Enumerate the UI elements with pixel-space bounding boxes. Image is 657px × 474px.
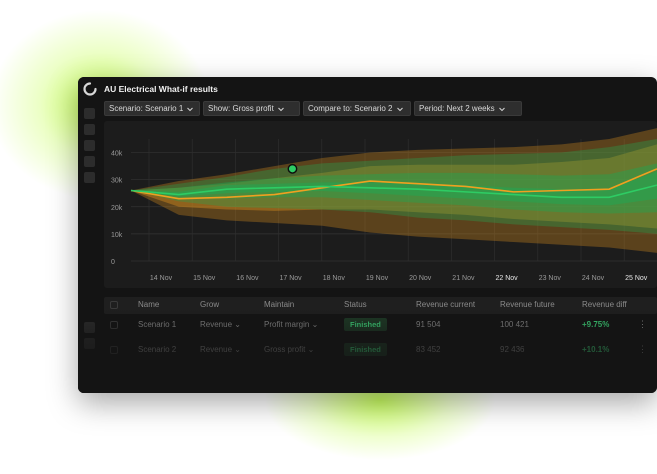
toolbar: Scenario: Scenario 1 Show: Gross profit …: [104, 101, 522, 116]
forecast-chart-panel: 0 10k 20k 30k 40k 14 Nov 15 Nov 16 Nov 17 Nov 18 …: [104, 121, 657, 288]
sidebar-icon-4[interactable]: [84, 156, 95, 167]
cell-revenue-future: 92 436: [500, 345, 525, 354]
page-title: AU Electrical What-if results: [104, 84, 218, 94]
sidebar-icon-7[interactable]: [84, 338, 95, 349]
cell-revenue-diff: +9.75%: [582, 320, 610, 329]
cell-revenue-future: 100 421: [500, 320, 529, 329]
cell-name: Scenario 2: [138, 345, 177, 354]
app-window: AU Electrical What-if results Scenario: …: [78, 77, 657, 393]
x-tick-label: 21 Nov: [452, 275, 475, 282]
cell-grow[interactable]: Revenue ⌄: [200, 345, 241, 354]
header-revenue-diff[interactable]: Revenue diff: [582, 300, 627, 309]
x-tick-label: 18 Nov: [323, 275, 346, 282]
cell-grow-value: Revenue: [200, 320, 233, 329]
sidebar-rail: [78, 77, 100, 393]
y-tick-label: 10k: [111, 232, 123, 239]
forecast-chart[interactable]: 0 10k 20k 30k 40k 14 Nov 15 Nov 16 Nov 17 Nov 18 …: [104, 121, 657, 288]
cell-maintain[interactable]: Profit margin ⌄: [264, 320, 319, 329]
y-tick-label: 40k: [111, 151, 123, 158]
app-logo-icon[interactable]: [83, 82, 97, 96]
select-all-checkbox[interactable]: [110, 301, 118, 309]
sidebar-icon-3[interactable]: [84, 140, 95, 151]
chevron-down-icon: [277, 107, 284, 111]
compare-dropdown-label: Compare to: Scenario 2: [308, 104, 393, 113]
scenario-dropdown[interactable]: Scenario: Scenario 1: [104, 101, 200, 116]
more-vertical-icon[interactable]: ⋮: [638, 319, 647, 329]
cell-grow-value: Revenue: [200, 345, 233, 354]
cell-maintain-value: Gross profit: [264, 345, 306, 354]
chevron-down-icon: [498, 107, 505, 111]
scenario-table: Name Grow Maintain Status Revenue curren…: [104, 297, 657, 393]
cell-name: Scenario 1: [138, 320, 177, 329]
header-revenue-future[interactable]: Revenue future: [500, 300, 555, 309]
show-dropdown[interactable]: Show: Gross profit: [203, 101, 300, 116]
period-dropdown[interactable]: Period: Next 2 weeks: [414, 101, 522, 116]
table-row[interactable]: Scenario 2 Revenue ⌄ Gross profit ⌄ Fini…: [104, 340, 657, 362]
highlight-marker: [287, 163, 298, 174]
status-badge: Finished: [344, 343, 387, 356]
header-revenue-current[interactable]: Revenue current: [416, 300, 476, 309]
y-tick-label: 20k: [111, 205, 123, 212]
x-tick-label: 22 Nov: [496, 275, 519, 282]
more-vertical-icon[interactable]: ⋮: [638, 344, 647, 354]
header-status[interactable]: Status: [344, 300, 367, 309]
sidebar-icon-5[interactable]: [84, 172, 95, 183]
row-checkbox[interactable]: [110, 346, 118, 354]
x-tick-label: 19 Nov: [366, 275, 389, 282]
chevron-down-icon: [396, 107, 403, 111]
cell-revenue-current: 83 452: [416, 345, 441, 354]
x-tick-label: 23 Nov: [539, 275, 562, 282]
header-maintain[interactable]: Maintain: [264, 300, 295, 309]
table-row[interactable]: Scenario 1 Revenue ⌄ Profit margin ⌄ Fin…: [104, 315, 657, 337]
cell-revenue-diff: +10.1%: [582, 345, 610, 354]
status-badge: Finished: [344, 318, 387, 331]
header-grow[interactable]: Grow: [200, 300, 220, 309]
show-dropdown-label: Show: Gross profit: [208, 104, 274, 113]
header-name[interactable]: Name: [138, 300, 160, 309]
compare-dropdown[interactable]: Compare to: Scenario 2: [303, 101, 411, 116]
x-tick-label: 15 Nov: [193, 275, 216, 282]
table-header: Name Grow Maintain Status Revenue curren…: [104, 297, 657, 314]
y-tick-label: 0: [111, 259, 115, 266]
period-dropdown-label: Period: Next 2 weeks: [419, 104, 495, 113]
cell-revenue-current: 91 504: [416, 320, 441, 329]
x-tick-label: 20 Nov: [409, 275, 432, 282]
row-checkbox[interactable]: [110, 321, 118, 329]
cell-maintain-value: Profit margin: [264, 320, 310, 329]
x-tick-label: 25 Nov: [625, 275, 648, 282]
orange-series-line: [130, 168, 657, 200]
x-tick-label: 16 Nov: [236, 275, 259, 282]
y-tick-label: 30k: [111, 178, 123, 185]
cell-grow[interactable]: Revenue ⌄: [200, 320, 241, 329]
x-tick-label: 17 Nov: [280, 275, 303, 282]
cell-maintain[interactable]: Gross profit ⌄: [264, 345, 315, 354]
sidebar-icon-1[interactable]: [84, 108, 95, 119]
x-tick-label: 24 Nov: [582, 275, 605, 282]
sidebar-icon-6[interactable]: [84, 322, 95, 333]
x-tick-label: 14 Nov: [150, 275, 173, 282]
green-series-line: [130, 184, 657, 199]
chevron-down-icon: [187, 107, 194, 111]
scenario-dropdown-label: Scenario: Scenario 1: [109, 104, 184, 113]
sidebar-icon-2[interactable]: [84, 124, 95, 135]
